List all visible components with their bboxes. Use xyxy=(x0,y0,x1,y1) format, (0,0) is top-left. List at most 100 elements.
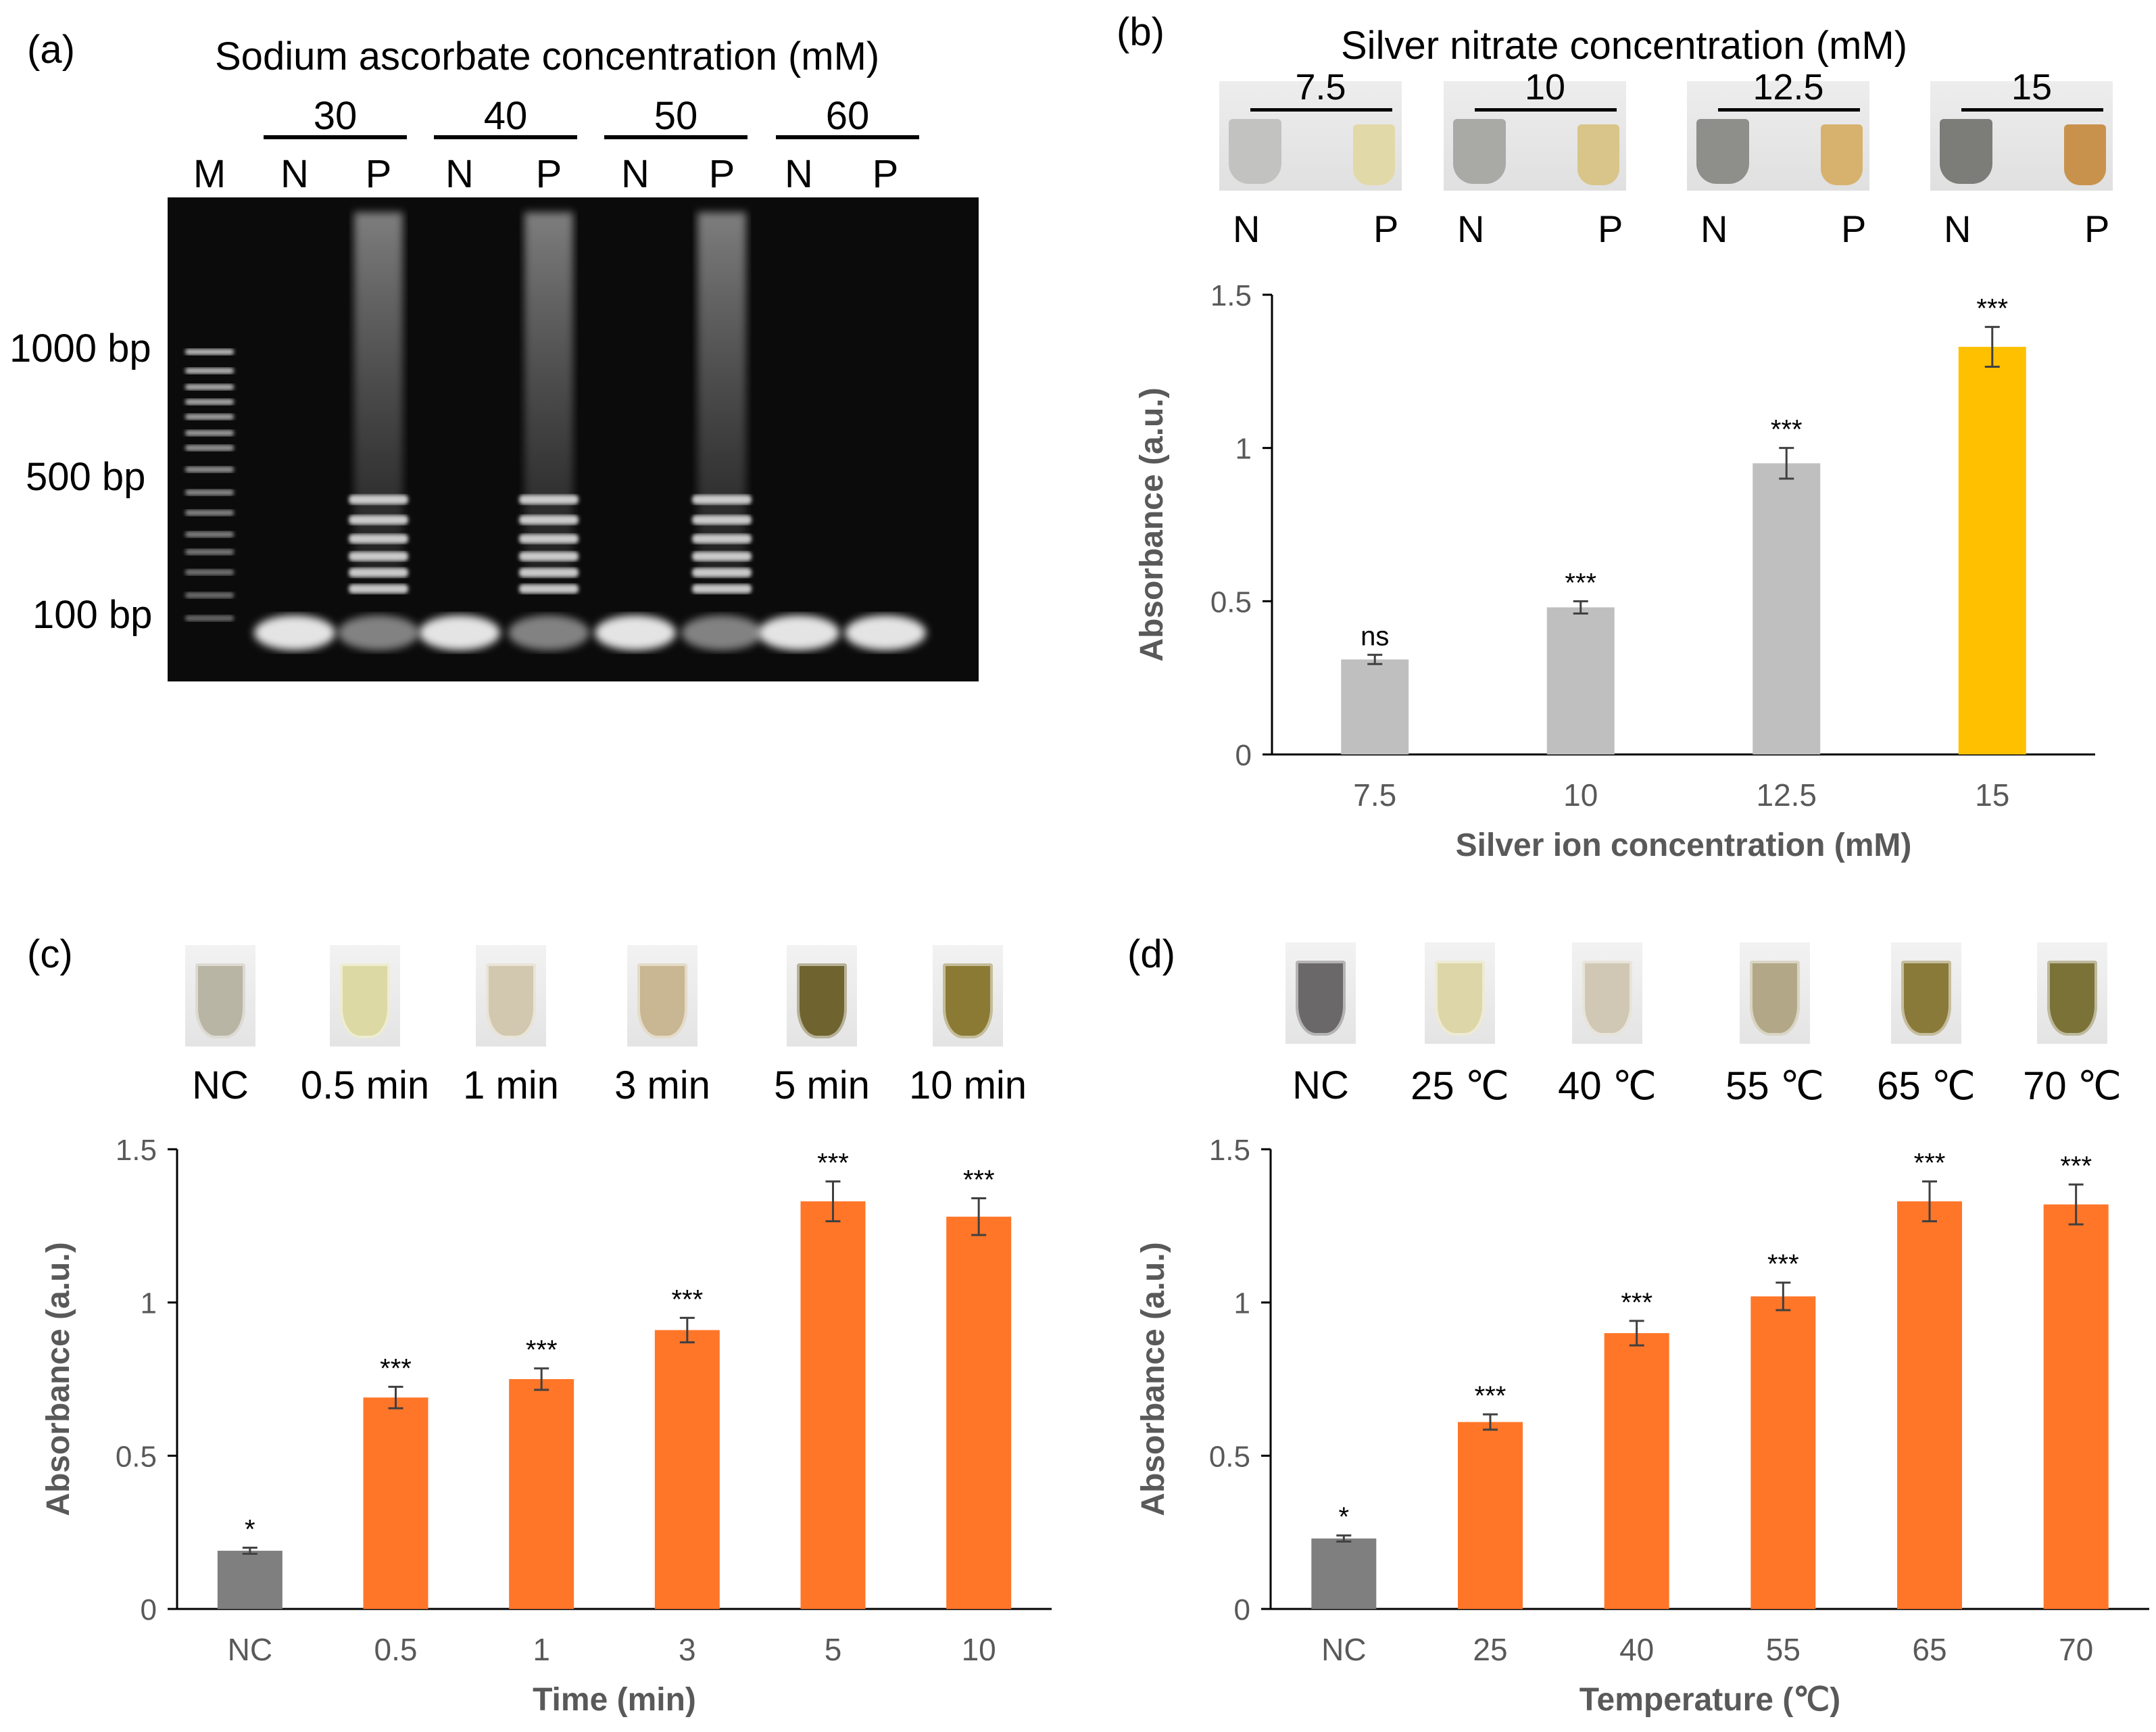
c-tube-liquid xyxy=(339,963,391,1038)
dimer-band xyxy=(845,615,926,650)
bar xyxy=(654,1330,720,1609)
b-lane-n: N xyxy=(1457,208,1485,250)
y-tick-label: 0.5 xyxy=(116,1440,157,1473)
c-tube-liquid xyxy=(195,963,246,1038)
ladder-band xyxy=(185,615,234,621)
b-group-line xyxy=(1475,108,1617,112)
x-tick-label: 0.5 xyxy=(374,1632,418,1667)
gel-lane-label: N xyxy=(280,152,309,196)
b-photo-group xyxy=(1930,81,2113,191)
y-tick-label: 0.5 xyxy=(1209,1440,1250,1473)
significance-label: *** xyxy=(817,1149,849,1178)
b-photo-group xyxy=(1219,81,1402,191)
gel-lane-label: P xyxy=(535,152,562,196)
b-tube-n xyxy=(1696,119,1749,184)
b-lane-p: P xyxy=(1373,208,1399,250)
dimer-band xyxy=(419,615,500,650)
x-tick-label: 12.5 xyxy=(1756,777,1817,813)
dimer-band xyxy=(595,615,676,650)
product-band xyxy=(349,552,408,561)
y-tick-label: 1.5 xyxy=(1210,279,1252,312)
ladder-band xyxy=(185,466,234,473)
bar xyxy=(1311,1538,1377,1609)
y-tick-label: 1 xyxy=(1235,433,1252,466)
c-photo-label: 1 min xyxy=(463,1063,559,1107)
bar xyxy=(1341,659,1409,754)
product-band xyxy=(519,534,579,544)
y-tick-label: 0 xyxy=(1235,739,1252,772)
c-tube-photo xyxy=(787,945,857,1047)
significance-label: *** xyxy=(963,1165,995,1195)
gel-group-line xyxy=(434,135,577,139)
chart-b: 0 0.5 1 1.5 ns 7.5 *** 10 *** 12.5 *** 15 Silver ion… xyxy=(1134,279,2095,863)
b-photo-group xyxy=(1687,81,1869,191)
product-band xyxy=(519,584,579,594)
y-tick-label: 1 xyxy=(1234,1287,1250,1320)
c-tube-liquid xyxy=(942,963,994,1038)
significance-label: *** xyxy=(671,1284,703,1314)
c-photo-label: 5 min xyxy=(774,1063,870,1107)
y-tick-label: 0 xyxy=(1234,1593,1250,1627)
y-axis-title: Absorbance (a.u.) xyxy=(41,1242,76,1516)
b-tube-p xyxy=(2064,124,2106,185)
b-tube-p xyxy=(1821,124,1863,185)
bar xyxy=(1604,1333,1669,1609)
bar xyxy=(1458,1422,1523,1609)
y-tick-label: 1.5 xyxy=(116,1134,157,1167)
ladder-band xyxy=(185,368,234,374)
x-tick-label: NC xyxy=(228,1632,272,1667)
significance-label: * xyxy=(245,1514,255,1544)
c-tube-liquid xyxy=(637,963,688,1038)
gel-group-line xyxy=(264,135,407,139)
significance-label: *** xyxy=(1621,1288,1652,1318)
b-lane-p: P xyxy=(1598,208,1623,250)
c-tube-photo xyxy=(330,945,400,1047)
bar xyxy=(946,1216,1012,1609)
bar xyxy=(1753,463,1821,754)
product-band xyxy=(692,515,752,525)
dimer-band xyxy=(254,615,335,650)
d-tube-photo xyxy=(1740,942,1810,1044)
c-tube-photo xyxy=(933,945,1003,1047)
d-photo-label: 70 ℃ xyxy=(2023,1064,2122,1108)
b-lane-n: N xyxy=(1944,208,1971,250)
y-axis-title: Absorbance (a.u.) xyxy=(1135,1242,1171,1516)
product-band xyxy=(349,568,408,577)
y-tick-label: 0 xyxy=(141,1593,157,1627)
bar xyxy=(217,1550,283,1609)
d-photo-label: 65 ℃ xyxy=(1877,1064,1976,1108)
product-band xyxy=(349,584,408,594)
c-tube-liquid xyxy=(485,963,537,1038)
ladder-band xyxy=(185,489,234,496)
gel-lane-label: P xyxy=(365,152,392,196)
gel-image xyxy=(168,197,979,681)
b-group-line xyxy=(1718,108,1860,112)
d-tube-photo xyxy=(1891,942,1961,1044)
bar xyxy=(363,1397,428,1609)
ladder-band xyxy=(185,445,234,451)
d-photo-label: 55 ℃ xyxy=(1725,1064,1824,1108)
dimer-band xyxy=(508,615,589,650)
gel-lane-label: N xyxy=(621,152,650,196)
significance-label: *** xyxy=(1771,415,1803,445)
d-photo-label: 25 ℃ xyxy=(1411,1064,1509,1108)
significance-label: *** xyxy=(1914,1149,1946,1178)
b-photo-group xyxy=(1444,81,1626,191)
product-band xyxy=(692,568,752,577)
gel-group-label: 60 xyxy=(825,94,870,138)
dimer-band xyxy=(758,615,839,650)
gel-group-label: 30 xyxy=(313,94,358,138)
significance-label: *** xyxy=(1767,1249,1799,1279)
gel-lane-label: N xyxy=(445,152,474,196)
significance-label: * xyxy=(1339,1502,1350,1532)
product-band xyxy=(519,515,579,525)
x-tick-label: 70 xyxy=(2059,1632,2093,1667)
d-tube-photo xyxy=(2037,942,2107,1044)
product-band xyxy=(349,515,408,525)
x-tick-label: 10 xyxy=(1563,777,1598,813)
x-axis-title: Time (min) xyxy=(533,1682,696,1718)
y-tick-label: 0.5 xyxy=(1210,585,1252,619)
x-tick-label: 40 xyxy=(1619,1632,1654,1667)
product-band xyxy=(692,552,752,561)
product-band xyxy=(519,568,579,577)
